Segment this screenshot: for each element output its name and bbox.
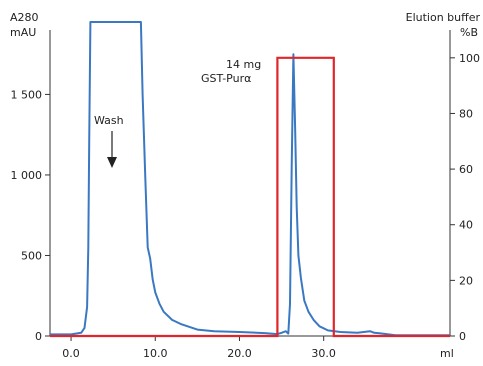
- x-tick-label: 0.0: [62, 347, 80, 360]
- protein-name-annotation: GST-Purα: [201, 72, 251, 85]
- x-tick-label: 20.0: [227, 347, 252, 360]
- right-tick-label: 80: [459, 107, 473, 120]
- right-tick-label: 100: [459, 52, 480, 65]
- right-tick-label: 0: [459, 330, 466, 343]
- left-tick-label: 1 000: [11, 169, 43, 182]
- left-tick-label: 500: [21, 249, 42, 262]
- left-axis-label-line1: A280: [10, 11, 39, 24]
- right-axis-label-line2: %B: [460, 26, 478, 39]
- x-axis-unit-label: ml: [440, 347, 454, 360]
- right-tick-label: 60: [459, 163, 473, 176]
- wash-arrow-icon: [107, 131, 117, 168]
- x-tick-label: 30.0: [311, 347, 336, 360]
- right-axis-label-line1: Elution buffer: [406, 11, 481, 24]
- right-axis-ticks: 0 20 40 60 80 100: [450, 52, 480, 343]
- wash-annotation: Wash: [94, 114, 124, 127]
- x-tick-label: 10.0: [143, 347, 168, 360]
- left-axis-ticks: 0 500 1 000 1 500: [11, 88, 50, 343]
- protein-amount-annotation: 14 mg: [226, 58, 261, 71]
- left-axis-label-line2: mAU: [10, 26, 36, 39]
- x-axis-ticks: 0.0 10.0 20.0 30.0: [62, 336, 336, 360]
- left-tick-label: 1 500: [11, 88, 43, 101]
- left-tick-label: 0: [35, 330, 42, 343]
- right-tick-label: 40: [459, 219, 473, 232]
- right-tick-label: 20: [459, 274, 473, 287]
- series-elution-buffer-line: [50, 56, 450, 338]
